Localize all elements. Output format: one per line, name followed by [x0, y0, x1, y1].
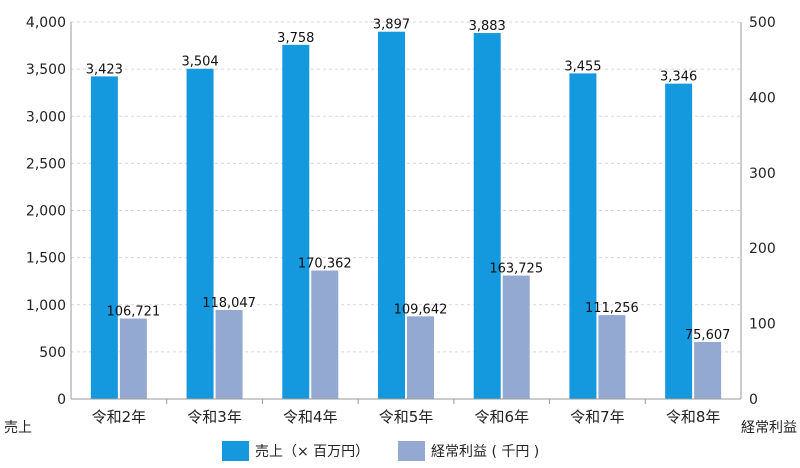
left-axis-tick-label: 1,000	[26, 298, 66, 314]
legend-swatch	[222, 441, 249, 461]
sales-value-label: 3,504	[181, 55, 218, 70]
sales-bar	[282, 44, 310, 399]
profit-value-label: 118,047	[202, 296, 256, 311]
grid-layer	[71, 21, 741, 353]
sales-bar	[186, 68, 214, 400]
category-label: 令和6年	[474, 408, 529, 426]
sales-value-label: 3,897	[373, 18, 410, 33]
legend-label: 経常利益 ( 千円 )	[431, 444, 539, 460]
legend-label: 売上（× 百万円）	[255, 444, 369, 460]
right-axis-tick-label: 300	[749, 166, 776, 182]
left-axis-tick-label: 3,500	[26, 62, 66, 78]
category-label: 令和8年	[666, 408, 721, 426]
sales-value-label: 3,423	[86, 62, 123, 77]
right-axis-tick-label: 0	[749, 392, 758, 408]
sales-bar	[378, 31, 405, 399]
left-axis-title: 売上	[4, 420, 32, 436]
sales-value-label: 3,758	[277, 31, 314, 46]
left-axis-tick-label: 500	[39, 345, 66, 361]
category-label: 令和5年	[379, 408, 434, 426]
left-axis-tick-label: 1,500	[26, 251, 66, 267]
profit-value-label: 75,607	[685, 328, 731, 343]
legend-swatch	[398, 441, 425, 461]
profit-bar	[407, 316, 434, 399]
right-axis-tick-label: 400	[749, 90, 776, 106]
profit-bar	[215, 309, 243, 399]
labels-layer: 3,423 106,721 3,504 118,047 3,758 170,362 3,89…	[86, 18, 731, 343]
right-axis-title: 経常利益	[741, 420, 797, 436]
profit-bar	[119, 318, 147, 399]
sales-value-label: 3,455	[564, 59, 601, 74]
right-axis-tick-label: 100	[749, 317, 776, 333]
sales-bar	[665, 83, 693, 400]
left-axis-tick-label: 0	[57, 392, 66, 408]
sales-bar	[90, 76, 118, 399]
sales-value-label: 3,346	[660, 70, 697, 85]
right-axis-tick-label: 200	[749, 241, 776, 257]
sales-bar	[473, 33, 501, 399]
profit-bar	[311, 270, 339, 399]
category-label: 令和4年	[283, 408, 338, 426]
left-axis-tick-label: 2,000	[26, 204, 66, 220]
profit-value-label: 109,642	[394, 302, 448, 317]
profit-value-label: 163,725	[489, 262, 543, 277]
bars-layer	[90, 31, 722, 400]
profit-bar	[502, 275, 530, 399]
category-label: 令和7年	[570, 408, 625, 426]
left-axis-tick-label: 3,000	[26, 109, 66, 125]
legend: 売上（× 百万円） 経常利益 ( 千円 )	[222, 441, 539, 461]
left-axis-tick-label: 4,000	[26, 15, 66, 31]
category-label: 令和2年	[92, 408, 147, 426]
right-axis-tick-label: 500	[749, 15, 776, 31]
left-axis-tick-label: 2,500	[26, 156, 66, 172]
sales-value-label: 3,883	[469, 19, 506, 34]
profit-value-label: 170,362	[298, 257, 352, 272]
profit-bar	[598, 315, 626, 399]
profit-value-label: 111,256	[585, 301, 639, 316]
axes-layer: 0 500 1,000 1,500 2,000 2,500 3,000 3,500 4,000 0…	[4, 15, 797, 436]
profit-bar	[694, 341, 722, 399]
category-label: 令和3年	[187, 408, 242, 426]
profit-value-label: 106,721	[106, 305, 160, 320]
sales-bar	[569, 73, 597, 400]
